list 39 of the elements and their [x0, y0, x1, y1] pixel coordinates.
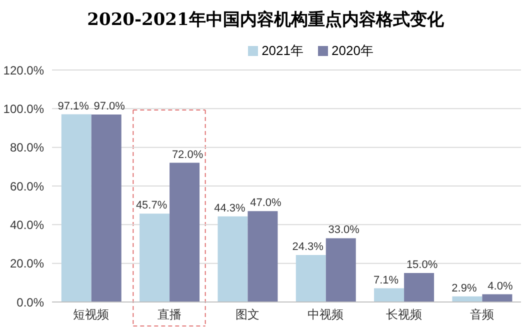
bar	[296, 255, 326, 302]
data-label: 33.0%	[328, 224, 360, 236]
bar	[140, 214, 170, 302]
bar	[374, 288, 404, 302]
bar	[482, 294, 512, 302]
x-tick-label: 中视频	[308, 308, 344, 322]
y-tick-label: 20.0%	[10, 256, 44, 271]
bar	[170, 162, 200, 302]
data-label: 24.3%	[292, 241, 324, 254]
y-tick-label: 80.0%	[10, 140, 44, 155]
data-label: 47.0%	[250, 197, 282, 210]
data-label: 4.0%	[488, 280, 513, 292]
y-tick-label: 40.0%	[10, 218, 44, 232]
data-label: 72.0%	[172, 148, 204, 161]
data-label: 97.1%	[58, 100, 90, 112]
bar	[218, 216, 248, 302]
data-label: 45.7%	[136, 200, 168, 212]
bar	[326, 238, 356, 302]
chart-title: 2020-2021年中国内容机构重点内容格式变化	[86, 9, 445, 32]
x-tick-label: 短视频	[73, 308, 110, 322]
x-tick-label: 图文	[235, 308, 260, 322]
data-label: 15.0%	[406, 259, 438, 271]
data-label: 2.9%	[452, 282, 477, 294]
y-tick-label: 60.0%	[10, 179, 44, 194]
bar	[91, 114, 122, 302]
x-tick-label: 长视频	[386, 308, 422, 322]
bar	[61, 114, 92, 302]
y-tick-label: 0.0%	[16, 295, 44, 310]
bar	[248, 211, 278, 302]
y-tick-label: 100.0%	[3, 102, 44, 116]
data-label: 7.1%	[374, 274, 399, 286]
x-tick-label: 音频	[470, 308, 494, 322]
x-tick-label: 直播	[157, 308, 182, 322]
legend-label: 2020年	[332, 42, 374, 60]
data-label: 97.0%	[94, 100, 126, 112]
legend-label: 2021年	[262, 42, 304, 60]
bar	[404, 273, 434, 302]
data-label: 44.3%	[214, 202, 246, 214]
y-tick-label: 120.0%	[3, 63, 44, 78]
